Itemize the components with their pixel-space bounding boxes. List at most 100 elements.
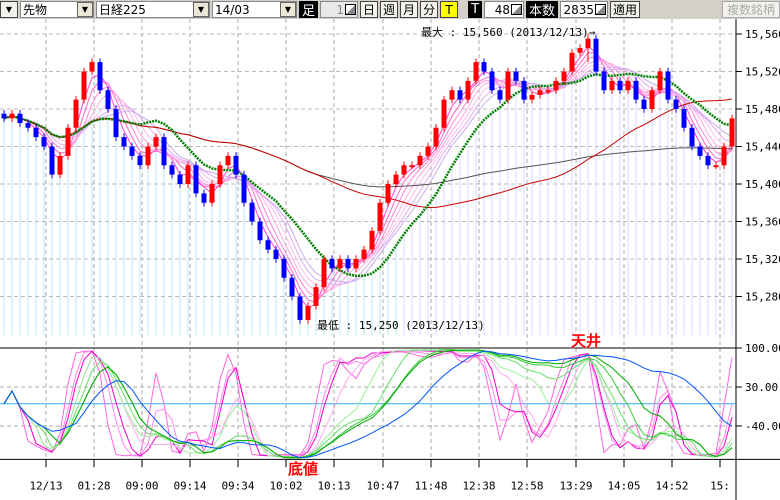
apply-button[interactable]: 適用 [610,1,641,18]
candle-up [9,113,15,119]
candle-up [561,71,567,81]
bar-count-value: 1 [336,2,345,17]
candle-down [329,259,335,269]
candle-up [657,71,663,91]
candle-down [177,174,183,184]
candle-down [97,62,103,91]
bottom-label: 底値 [288,460,319,478]
candle-down [601,71,607,91]
candle-down [273,249,279,259]
candle-down [161,137,167,166]
oscillator-tick-label: 100.00 [745,342,780,355]
candle-up [217,165,223,184]
spin-icon[interactable] [595,4,607,15]
candle-down [633,80,639,100]
bar-label: 足 [299,1,319,19]
candle-up [545,90,551,93]
oscillator-blue-line [3,350,733,459]
candle-down [257,221,263,241]
candle-down [297,296,303,320]
candle-down [201,193,207,203]
time-tick-label: 14:05 [607,479,640,492]
chevron-down-icon[interactable]: ▼ [77,2,93,17]
ribbon-ma-line [3,66,733,285]
candle-up [553,80,559,91]
period-month-button[interactable]: 月 [400,1,419,18]
toolbar: ▼ 先物 ▼ 日経225 ▼ 14/03 ▼ 足 1 日 週 月 分 T T 48 本… [0,0,780,19]
candle-down [169,165,175,175]
candle-up [185,165,191,184]
candle-down [697,146,703,156]
price-tick-label: 15,280 [745,291,780,304]
candle-down [593,38,599,72]
candle-down [689,127,695,147]
period-day-button[interactable]: 日 [360,1,379,18]
ribbon-ma-line [3,68,733,283]
candle-down [265,240,271,250]
candle-down [673,99,679,109]
candle-down [513,71,519,81]
candle-up [729,118,735,147]
price-tick-label: 15,520 [745,66,780,79]
price-tick-label: 15,400 [745,178,780,191]
chevron-down-icon[interactable]: ▼ [193,2,209,17]
time-tick-label: 12:38 [462,479,495,492]
candle-up [153,137,159,147]
time-tick-label: 10:02 [269,479,302,492]
candle-up [433,127,439,147]
ma-short-line [3,72,733,278]
symbol-select[interactable]: 日経225 ▼ [96,1,210,18]
candle-up [65,127,71,156]
period-minute-button[interactable]: 分 [420,1,439,18]
candle-down [105,90,111,109]
time-tick-label: 01:28 [77,479,110,492]
candle-up [721,146,727,166]
candle-up [577,48,583,53]
candle-down [489,71,495,91]
candle-up [89,62,95,72]
multi-symbol-button[interactable]: 複数銘柄 [722,1,780,18]
contract-select[interactable]: 14/03 ▼ [212,1,297,18]
candle-down [41,137,47,147]
ribbon-ma-line [3,55,733,299]
chevron-down-icon[interactable]: ▼ [280,2,296,17]
time-tick-label: 13:29 [559,479,592,492]
spin-icon[interactable] [511,4,523,15]
price-chart[interactable]: 15,560 15,520 15,480 15,440 15,400 15,360 15,3… [0,19,780,500]
t-value: 48 [494,2,511,17]
candle-down [249,202,255,222]
candle-up [353,259,359,269]
market-value: 先物 [23,3,48,17]
candle-up [81,71,87,100]
bar-count-input[interactable]: 1 [320,1,359,18]
menu-dropdown[interactable]: ▼ [0,1,18,18]
candle-down [281,259,287,278]
candle-down [233,155,239,175]
oscillator-green-line [3,349,733,459]
time-tick-label: 09:14 [173,479,206,492]
ma-long-line [3,115,733,188]
candle-up [409,165,415,168]
tick-toggle-button[interactable]: T [440,1,459,18]
time-tick-label: 10:13 [317,479,350,492]
t-value-input[interactable]: 48 [484,1,525,18]
candle-down [457,90,463,100]
candle-up [361,249,367,259]
candle-up [377,202,383,231]
candle-up [505,71,511,100]
candle-down [665,71,671,100]
candle-up [473,62,479,81]
candle-up [569,52,575,72]
spin-icon[interactable] [345,4,357,15]
candle-up [441,99,447,128]
price-tick-label: 15,360 [745,216,780,229]
candle-down [705,155,711,166]
oscillator-green-line [3,349,733,458]
candle-down [345,259,351,269]
count-input[interactable]: 2835 [560,1,609,18]
candle-down [25,123,31,128]
market-select[interactable]: 先物 ▼ [20,1,94,18]
period-week-button[interactable]: 週 [380,1,399,18]
ribbon-ma-line [3,45,733,309]
ribbon-ma-line [3,52,733,303]
